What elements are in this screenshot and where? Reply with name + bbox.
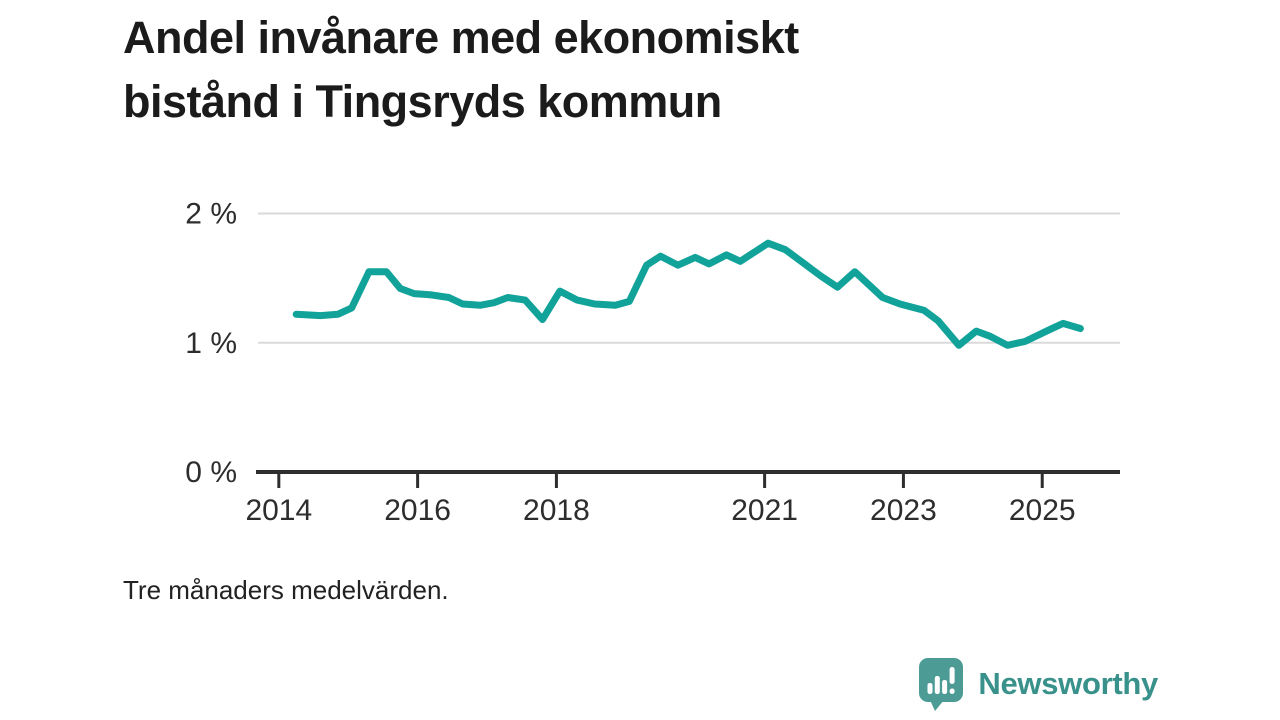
logo-bubble (919, 658, 964, 711)
newsworthy-logo-text: Newsworthy (978, 666, 1158, 701)
x-tick-label: 2021 (731, 494, 798, 527)
y-tick-label: 0 % (185, 456, 237, 489)
x-tick-label: 2023 (870, 494, 937, 527)
x-tick-label: 2014 (245, 494, 312, 527)
x-tick-label: 2016 (384, 494, 451, 527)
y-tick-label: 1 % (185, 327, 237, 360)
chart-title: Andel invånare med ekonomiskt bistånd i … (123, 6, 1103, 134)
chart-footnote: Tre månaders medelvärden. (123, 575, 449, 605)
x-tick-label: 2025 (1009, 494, 1076, 527)
newsworthy-logo-icon (919, 658, 964, 711)
logo-bars-icon (927, 667, 955, 694)
line-chart-svg: 0 % 1 % 2 % 2014 2016 2018 2021 2023 2025 (185, 198, 1120, 527)
x-tick-label: 2018 (523, 494, 590, 527)
chart-title-line2: bistånd i Tingsryds kommun (123, 76, 722, 127)
chart-title-line1: Andel invånare med ekonomiskt (123, 12, 799, 63)
y-tick-label: 2 % (185, 198, 237, 231)
newsworthy-logo: Newsworthy (916, 656, 1158, 712)
data-line-andel-inv-nare-med-ekonomiskt-bist-nd (292, 239, 1084, 349)
